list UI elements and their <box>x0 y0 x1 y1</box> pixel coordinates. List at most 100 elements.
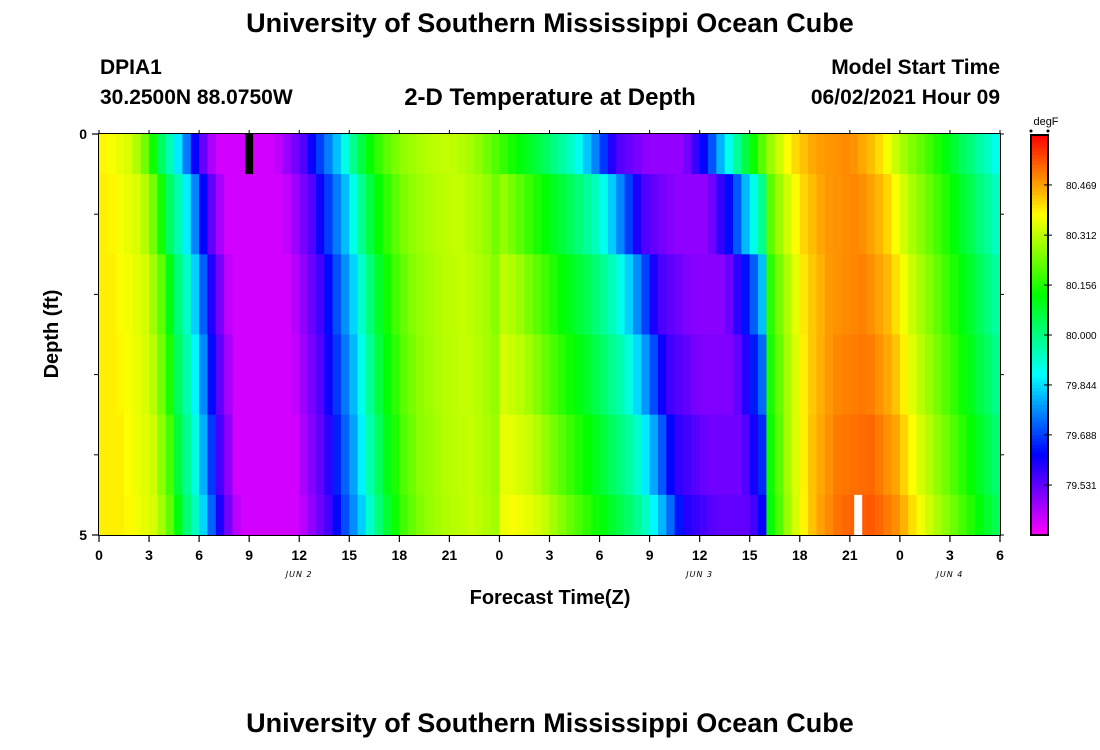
heatmap-cell <box>282 334 292 416</box>
heatmap-cell <box>591 334 601 416</box>
heatmap-cell <box>190 494 200 536</box>
heatmap-cell <box>374 414 384 496</box>
heatmap-cell <box>157 134 167 175</box>
colorbar-segment <box>1031 451 1048 456</box>
heatmap-cell <box>607 334 617 416</box>
heatmap-cell <box>808 254 818 336</box>
heatmap-cell <box>265 174 275 255</box>
heatmap-cell <box>340 334 350 416</box>
heatmap-cell <box>849 334 859 416</box>
heatmap-cell <box>532 254 542 336</box>
heatmap-cell <box>649 254 659 336</box>
heatmap-cell <box>749 494 759 536</box>
colorbar-segment <box>1031 455 1048 459</box>
heatmap-cell <box>232 174 242 255</box>
heatmap-cell <box>224 254 234 336</box>
heatmap-cell <box>833 134 843 175</box>
colorbar-segment <box>1031 241 1048 246</box>
heatmap-cell <box>841 254 851 336</box>
heatmap-cell <box>99 134 108 175</box>
colorbar-segment <box>1031 485 1048 489</box>
heatmap-cell <box>215 334 225 416</box>
heatmap-cell <box>332 494 342 536</box>
heatmap-cell <box>557 174 567 255</box>
heatmap-cell <box>941 494 951 536</box>
heatmap-cell <box>674 254 684 336</box>
colorbar-segment <box>1031 431 1048 436</box>
heatmap-cell <box>182 494 192 536</box>
heatmap-cell <box>708 254 717 336</box>
heatmap-cell <box>357 414 367 496</box>
heatmap-cell <box>983 174 993 255</box>
heatmap-cell <box>449 254 459 336</box>
heatmap-cell <box>441 134 450 175</box>
heatmap-cell <box>424 334 434 416</box>
heatmap-cell <box>891 134 901 175</box>
heatmap-cell <box>824 254 834 336</box>
heatmap-cell <box>99 174 108 255</box>
heatmap-cell <box>532 414 542 496</box>
heatmap-cell <box>482 334 492 416</box>
heatmap-cell <box>516 334 526 416</box>
heatmap-cell <box>424 494 434 536</box>
colorbar-segment <box>1031 208 1048 213</box>
colorbar-segment <box>1031 231 1048 236</box>
heatmap-cell <box>365 494 375 536</box>
heatmap-cell <box>432 414 442 496</box>
heatmap-cell <box>958 334 968 416</box>
heatmap-cell <box>124 174 133 255</box>
heatmap-cell <box>532 334 542 416</box>
heatmap-cell <box>240 174 250 255</box>
colorbar-segment <box>1031 331 1048 336</box>
heatmap-cell <box>340 494 350 536</box>
heatmap-cell <box>983 134 993 175</box>
heatmap-cell <box>724 414 734 496</box>
heatmap-cell <box>357 174 367 255</box>
heatmap-cell <box>641 334 651 416</box>
heatmap-cell <box>624 134 634 175</box>
colorbar-segment <box>1031 238 1048 243</box>
heatmap-cell <box>899 334 909 416</box>
heatmap-cell <box>374 254 384 336</box>
heatmap-cell <box>566 414 576 496</box>
colorbar-segment <box>1031 285 1048 289</box>
heatmap-cell <box>365 414 375 496</box>
colorbar-segment <box>1031 188 1048 193</box>
colorbar: 80.469 80.312 80.156 80.000 79.844 79.688 79.5… <box>1029 129 1097 536</box>
x-tick-label: 9 <box>245 547 253 563</box>
colorbar-segment <box>1031 151 1048 156</box>
x-axis-title: Forecast Time(Z) <box>470 587 631 609</box>
heatmap-cell <box>549 174 559 255</box>
heatmap-cell <box>324 334 334 416</box>
heatmap-cell <box>924 134 934 175</box>
heatmap-cell <box>449 334 459 416</box>
heatmap-cell <box>766 494 776 536</box>
heatmap-cell <box>424 254 434 336</box>
heatmap-cell <box>858 414 868 496</box>
colorbar-segment <box>1031 388 1048 393</box>
colorbar-tick-label: 79.531 <box>1066 481 1097 492</box>
heatmap-cell <box>557 334 567 416</box>
colorbar-segment <box>1031 301 1048 306</box>
colorbar-segment <box>1031 205 1048 209</box>
heatmap-cell <box>224 494 234 536</box>
heatmap-cell <box>457 334 467 416</box>
colorbar-segment <box>1031 488 1048 493</box>
heatmap-cell <box>783 414 793 496</box>
heatmap-cell <box>758 134 767 175</box>
heatmap-cell <box>257 134 267 175</box>
heatmap-cell <box>207 334 217 416</box>
heatmap-cell <box>958 134 968 175</box>
heatmap-cell <box>641 174 651 255</box>
heatmap-cell <box>749 134 759 175</box>
heatmap-cell <box>332 334 342 416</box>
page-title: University of Southern Mississippi Ocean… <box>246 8 854 38</box>
heatmap-cell <box>924 174 934 255</box>
heatmap-cell <box>340 414 350 496</box>
heatmap-cell <box>132 174 142 255</box>
heatmap-cell <box>657 494 667 536</box>
heatmap-cell <box>240 414 250 496</box>
colorbar-segment <box>1031 181 1048 186</box>
colorbar-segment <box>1031 501 1048 506</box>
heatmap-cell <box>124 414 133 496</box>
